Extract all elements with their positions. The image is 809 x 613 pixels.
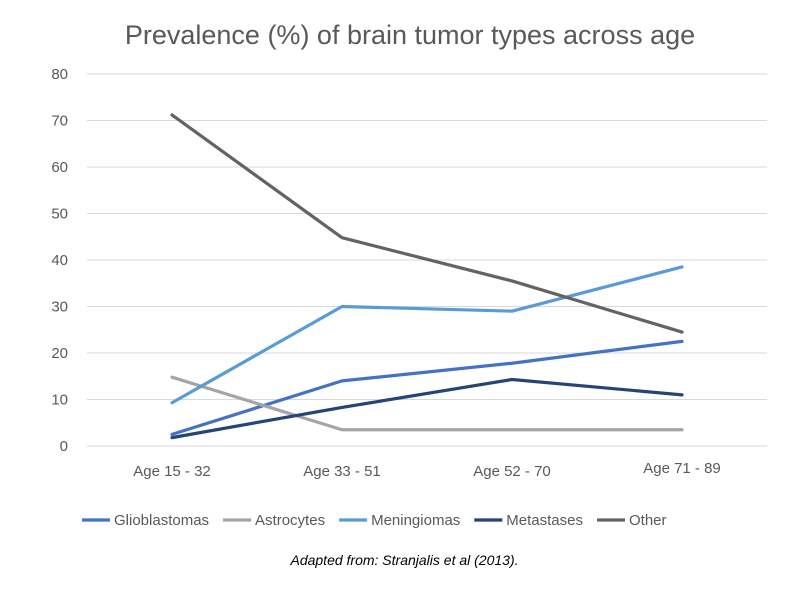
series-lines (170, 113, 684, 440)
chart-title: Prevalence (%) of brain tumor types acro… (125, 20, 695, 50)
x-axis-tick-labels: Age 15 - 32 Age 33 - 51 Age 52 - 70 Age 71 … (133, 460, 721, 480)
series-line-astrocytes (170, 375, 684, 432)
x-tick-label: Age 15 - 32 (133, 463, 211, 480)
series-line-other (170, 113, 684, 334)
x-tick-label: Age 71 - 89 (643, 460, 721, 477)
legend-label: Other (629, 512, 667, 529)
y-tick-label: 40 (51, 252, 68, 269)
y-tick-label: 70 (51, 113, 68, 130)
y-tick-label: 30 (51, 299, 68, 316)
x-tick-label: Age 52 - 70 (473, 463, 551, 480)
series-line-metastases (170, 377, 684, 440)
legend-label: Meningiomas (371, 512, 460, 529)
y-tick-label: 20 (51, 345, 68, 362)
series-line-meningiomas (170, 265, 684, 405)
y-axis-tick-labels: 0 10 20 30 40 50 60 70 80 (51, 66, 68, 455)
legend: Glioblastomas Astrocytes Meningiomas Metast… (82, 512, 667, 529)
legend-label: Glioblastomas (114, 512, 209, 529)
y-tick-label: 60 (51, 159, 68, 176)
y-tick-label: 0 (60, 438, 68, 455)
legend-label: Metastases (506, 512, 583, 529)
source-caption: Adapted from: Stranjalis et al (2013). (290, 552, 519, 568)
y-tick-label: 10 (51, 392, 68, 409)
y-tick-label: 80 (51, 66, 68, 83)
x-tick-label: Age 33 - 51 (303, 463, 381, 480)
legend-label: Astrocytes (255, 512, 325, 529)
y-tick-label: 50 (51, 206, 68, 223)
series-line-glioblastomas (170, 339, 684, 436)
